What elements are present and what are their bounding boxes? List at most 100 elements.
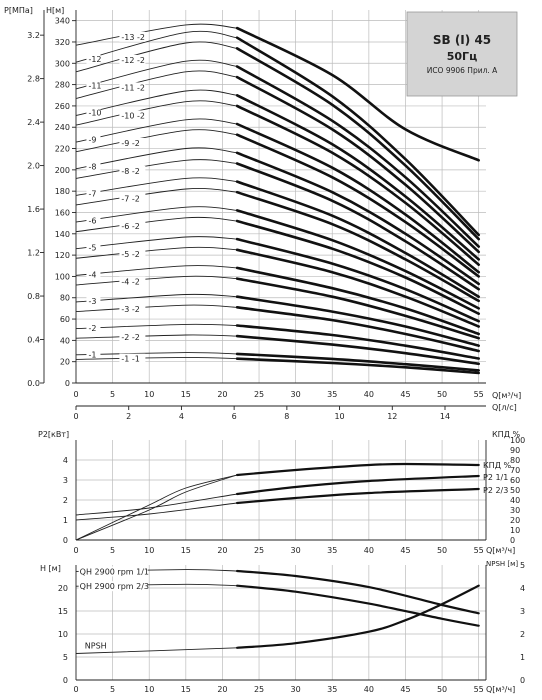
tick-label-H: 220 bbox=[55, 145, 70, 154]
tick-label-H: 20 bbox=[60, 358, 70, 367]
tick-label-eff: 40 bbox=[510, 496, 520, 505]
stage-label: -9 bbox=[88, 136, 96, 145]
curve-bold--12 bbox=[235, 36, 480, 237]
stage-label-bg bbox=[119, 193, 146, 204]
tick-label-Q: 35 bbox=[327, 546, 337, 555]
stage-label-bg bbox=[86, 188, 101, 199]
tick-label-H: 10 bbox=[58, 630, 68, 639]
tick-label-Q: 15 bbox=[181, 685, 191, 694]
curve-bold--13-2 bbox=[235, 26, 480, 162]
tick-label-Q: 55 bbox=[474, 685, 484, 694]
series-label: QH 2900 rpm 2/3 bbox=[80, 582, 149, 591]
stage-label: -7 bbox=[88, 190, 96, 199]
tick-label-H: 280 bbox=[55, 81, 70, 90]
curve-thin--9-2 bbox=[75, 129, 238, 153]
tick-label-P: 1.2 bbox=[27, 249, 40, 258]
stage-label: -5 -2 bbox=[121, 250, 139, 259]
tick-label-Q: 35 bbox=[327, 390, 337, 399]
stage-label-bg bbox=[119, 137, 146, 148]
tick-label-P2: 3 bbox=[63, 476, 68, 485]
tick-label-npsh: 5 bbox=[520, 561, 525, 570]
stage-label: -9 -2 bbox=[121, 139, 139, 148]
stage-label-bg bbox=[86, 323, 101, 334]
tick-label-Q: 0 bbox=[73, 546, 78, 555]
curve-thin-3 bbox=[75, 474, 238, 541]
title-box-bg bbox=[406, 11, 518, 97]
tick-label-H: 300 bbox=[55, 59, 70, 68]
stage-label-bg bbox=[119, 248, 146, 259]
curve-bold--2 bbox=[235, 324, 480, 360]
stage-label-bg bbox=[119, 165, 146, 176]
tick-label-Q: 15 bbox=[181, 546, 191, 555]
curve-bold--5 bbox=[235, 237, 480, 323]
tick-label-eff: 60 bbox=[510, 476, 520, 485]
legend-label: КПД % bbox=[483, 461, 511, 470]
tick-label-Q: 5 bbox=[110, 546, 115, 555]
tick-label-Q: 30 bbox=[291, 685, 301, 694]
tick-label-Q: 25 bbox=[254, 685, 264, 694]
stage-label: -13 -2 bbox=[121, 33, 145, 42]
stage-label: -10 bbox=[88, 109, 101, 118]
curve-thin--1-1 bbox=[75, 356, 238, 360]
stage-label-bg bbox=[86, 215, 101, 226]
curve-bold--5-2 bbox=[235, 248, 480, 328]
tick-label-H: 60 bbox=[60, 315, 70, 324]
curve-thin--2-2 bbox=[75, 334, 238, 339]
curve-thin--5-2 bbox=[75, 246, 238, 259]
curve-bold--4-2 bbox=[235, 277, 480, 340]
stage-label-bg bbox=[86, 296, 101, 307]
curve-bold-1 bbox=[236, 474, 480, 496]
title-line-3: ИСО 9906 Прил. A bbox=[427, 66, 498, 75]
curve-thin--6-2 bbox=[75, 216, 238, 233]
stage-label-bg bbox=[119, 353, 146, 364]
tick-label-ls: 8 bbox=[284, 412, 289, 421]
tick-label-Q: 55 bbox=[474, 390, 484, 399]
stage-label-bg bbox=[119, 54, 146, 65]
tick-label-Q: 35 bbox=[327, 685, 337, 694]
tick-label-H: 5 bbox=[63, 653, 68, 662]
curve-bold--8 bbox=[235, 151, 480, 286]
stage-label-bg bbox=[86, 349, 101, 360]
tick-label-Q: 45 bbox=[400, 546, 410, 555]
tick-label-npsh: 2 bbox=[520, 630, 525, 639]
tick-label-Q: 25 bbox=[254, 390, 264, 399]
stage-label-bg bbox=[86, 242, 101, 253]
stage-label: -7 -2 bbox=[121, 194, 139, 203]
tick-label-eff: 70 bbox=[510, 466, 520, 475]
series-label-bg bbox=[83, 640, 103, 651]
tick-label-eff: 0 bbox=[510, 536, 515, 545]
axis-label-Q: Q[м³/ч] bbox=[486, 685, 515, 694]
series-label-bg bbox=[78, 581, 148, 592]
tick-label-H: 340 bbox=[55, 17, 70, 26]
curve-thin--4-2 bbox=[75, 275, 238, 286]
axis-label-Q-m3h: Q[м³/ч] bbox=[492, 391, 521, 400]
title-line-2: 50Гц bbox=[447, 50, 477, 63]
stage-label-bg bbox=[119, 110, 146, 121]
curve-thin-1 bbox=[75, 493, 238, 516]
tick-label-eff: 30 bbox=[510, 506, 520, 515]
curve-bold--7 bbox=[235, 180, 480, 298]
axis-label-npsh: NPSH [м] bbox=[486, 560, 518, 568]
stage-label: -2 -2 bbox=[121, 333, 139, 342]
tick-label-eff: 80 bbox=[510, 456, 520, 465]
tick-label-H: 160 bbox=[55, 208, 70, 217]
series-label-bg bbox=[78, 566, 148, 577]
curve-bold--9-2 bbox=[235, 133, 480, 278]
curve-bold--11 bbox=[235, 65, 480, 248]
tick-label-Q: 55 bbox=[474, 546, 484, 555]
tick-label-Q: 50 bbox=[437, 546, 447, 555]
tick-label-H: 240 bbox=[55, 123, 70, 132]
tick-label-P: 3.2 bbox=[27, 31, 40, 40]
tick-label-Q: 0 bbox=[73, 390, 78, 399]
legend-label: P2 2/3 bbox=[483, 486, 508, 495]
tick-label-H: 260 bbox=[55, 102, 70, 111]
curve-bold--1 bbox=[235, 352, 480, 372]
stage-label-bg bbox=[119, 82, 146, 93]
stage-label-bg bbox=[86, 80, 101, 91]
tick-label-eff: 10 bbox=[510, 526, 520, 535]
stage-label: -11 -2 bbox=[121, 83, 145, 92]
curve-bold--3 bbox=[235, 295, 480, 347]
tick-label-Q: 15 bbox=[181, 390, 191, 399]
